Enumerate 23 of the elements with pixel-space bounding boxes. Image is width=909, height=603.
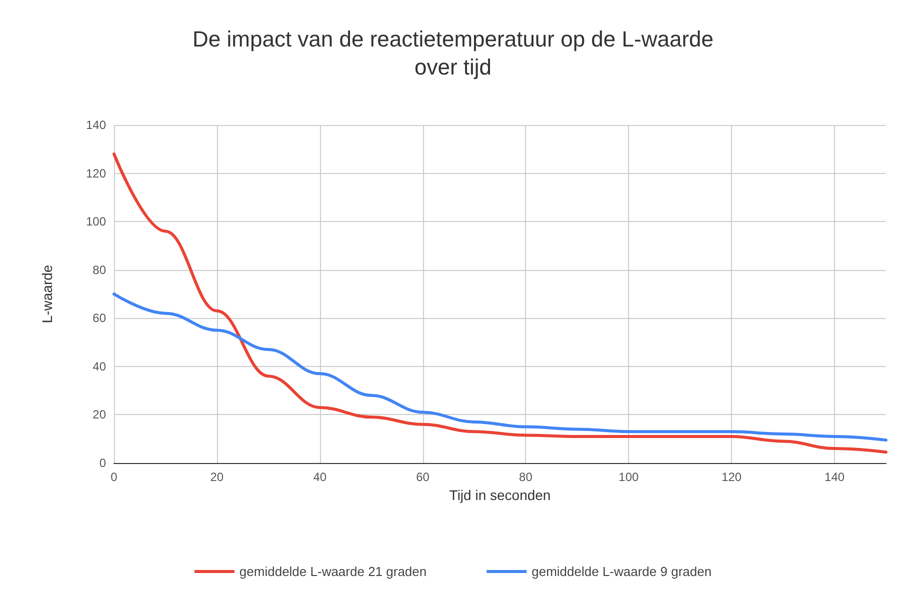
line-series (112, 152, 888, 454)
x-tick-label: 0 (110, 470, 118, 484)
x-tick-label: 60 (416, 470, 430, 484)
legend-label: gemiddelde L-waarde 21 graden (239, 564, 427, 579)
y-tick-label: 140 (86, 118, 106, 132)
y-tick-label: 100 (86, 214, 106, 229)
legend-label: gemiddelde L-waarde 9 graden (532, 564, 712, 579)
y-tick-label: 0 (99, 456, 106, 470)
y-tick-label: 40 (92, 359, 106, 374)
x-tick-label: 20 (210, 470, 224, 484)
y-tick-label: 80 (92, 262, 106, 277)
line-series (112, 292, 888, 442)
y-tick-label: 120 (86, 166, 106, 180)
x-tick-label: 120 (722, 470, 742, 484)
y-tick-label: 60 (92, 311, 106, 326)
y-axis-title: L-waarde (39, 264, 55, 324)
x-tick-label: 140 (824, 470, 845, 484)
x-axis-title: Tijd in seconden (449, 486, 551, 503)
x-tick-label: 80 (519, 470, 533, 484)
x-tick-label: 40 (313, 470, 327, 484)
y-tick-label: 20 (92, 408, 106, 422)
chart-title: De impact van de reactietemperatuur op de L-waarde over tijd (192, 26, 714, 80)
x-tick-label: 100 (618, 470, 639, 484)
